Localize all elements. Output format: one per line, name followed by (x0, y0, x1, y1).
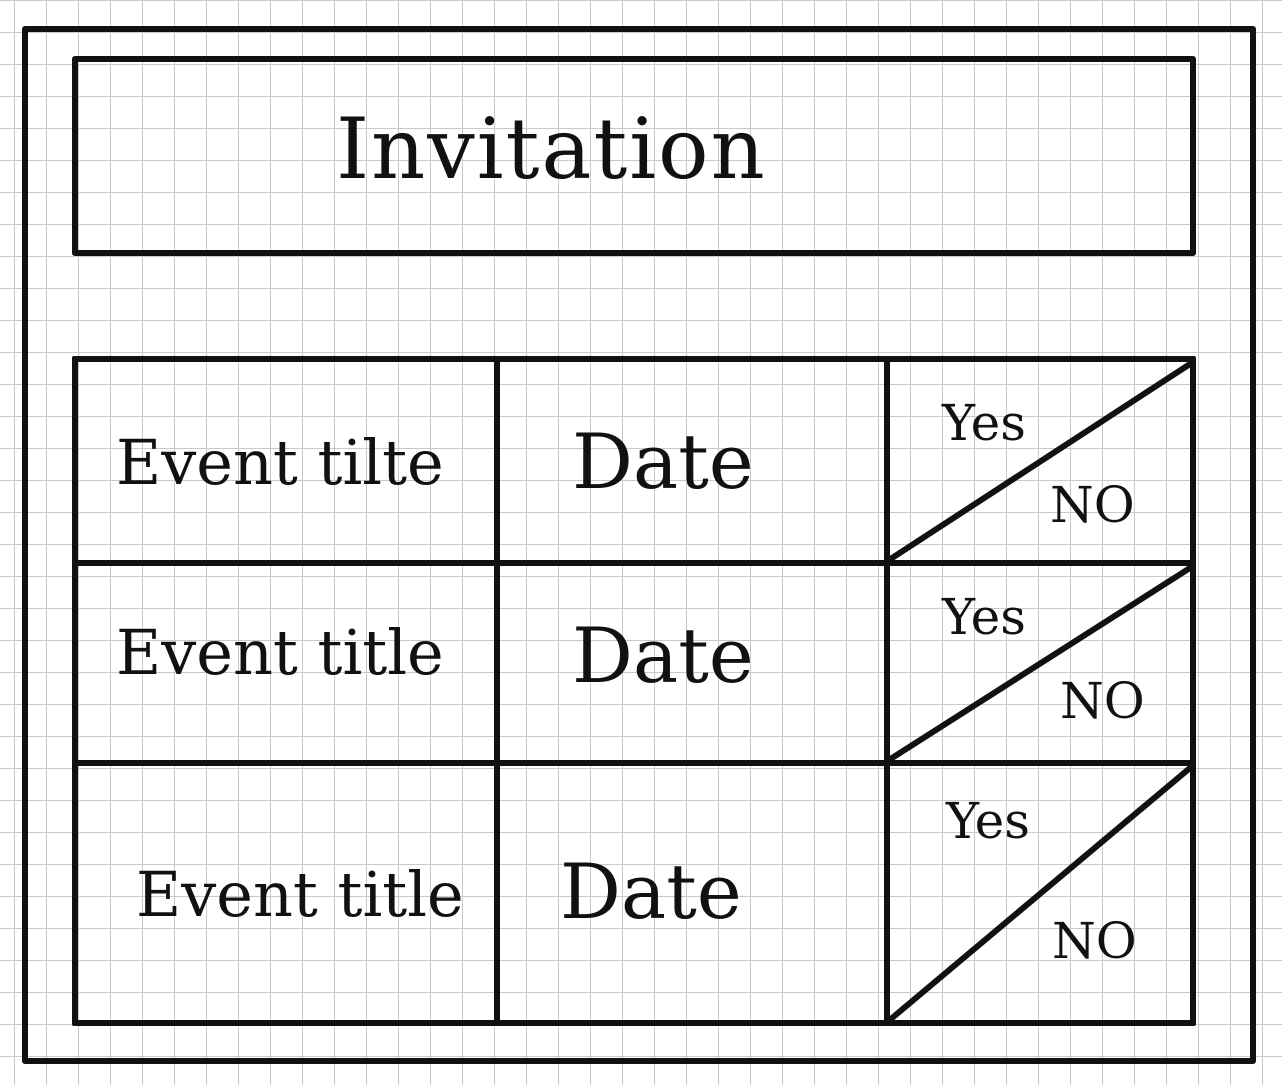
event-date-cell: Date (500, 566, 884, 760)
rsvp-toggle[interactable]: Yes NO (890, 362, 1190, 560)
row-divider (78, 560, 1190, 566)
event-row-2[interactable]: Event title Date Yes NO (78, 566, 1190, 760)
event-row-3[interactable]: Event title Date Yes NO (78, 766, 1190, 1020)
event-title-cell: Event title (78, 566, 494, 760)
row-divider (78, 760, 1190, 766)
event-date-cell: Date (500, 362, 884, 560)
rsvp-no-option[interactable]: NO (1060, 672, 1145, 730)
invitation-header: Invitation (72, 56, 1196, 256)
rsvp-yes-option[interactable]: Yes (942, 588, 1026, 646)
event-date: Date (572, 417, 754, 506)
event-list: Event tilte Date Yes NO Event title Date… (72, 356, 1196, 1026)
event-date: Date (572, 611, 754, 700)
event-title: Event title (116, 616, 444, 689)
rsvp-diagonal-divider (890, 362, 1190, 560)
sketch-frame (22, 26, 1256, 1064)
event-date-cell: Date (500, 766, 884, 1020)
event-title: Event title (136, 858, 464, 931)
event-title-cell: Event tilte (78, 362, 494, 560)
event-title-cell: Event title (78, 766, 494, 1020)
event-date: Date (560, 847, 742, 936)
rsvp-no-option[interactable]: NO (1052, 912, 1137, 970)
rsvp-diagonal-divider (890, 566, 1190, 760)
rsvp-yes-option[interactable]: Yes (942, 394, 1026, 452)
rsvp-toggle[interactable]: Yes NO (890, 566, 1190, 760)
event-title: Event tilte (116, 426, 444, 499)
page-title: Invitation (336, 100, 767, 198)
column-divider (884, 362, 890, 1020)
event-row-1[interactable]: Event tilte Date Yes NO (78, 362, 1190, 560)
rsvp-yes-option[interactable]: Yes (946, 792, 1030, 850)
column-divider (494, 362, 500, 1020)
rsvp-no-option[interactable]: NO (1050, 476, 1135, 534)
rsvp-toggle[interactable]: Yes NO (890, 766, 1190, 1020)
rsvp-diagonal-divider (890, 766, 1190, 1020)
